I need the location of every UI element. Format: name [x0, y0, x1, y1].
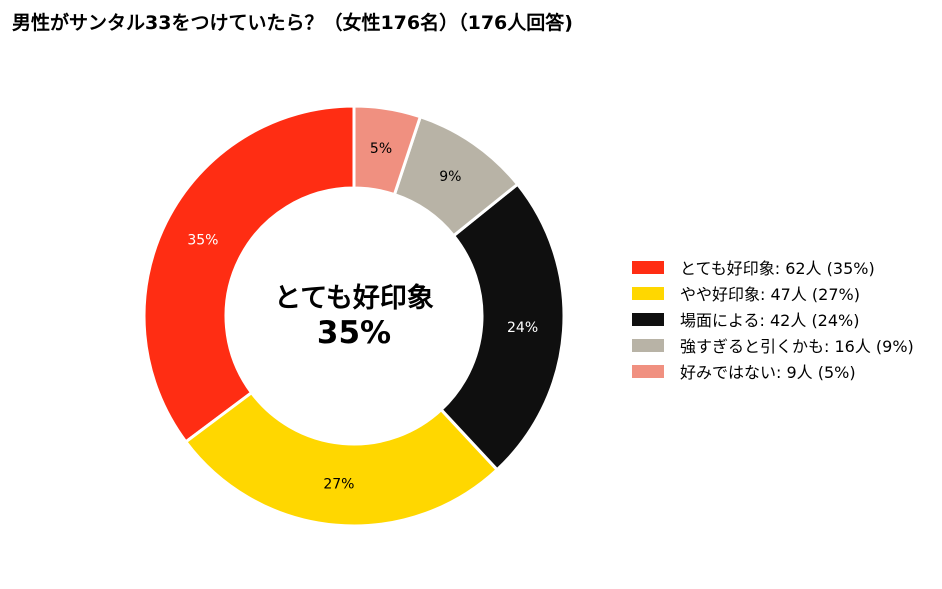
- legend-label: 場面による: 42人 (24%): [680, 311, 860, 330]
- donut-slice-0: [142, 104, 356, 444]
- legend-item-2: 場面による: 42人 (24%): [632, 306, 914, 332]
- slice-percent-label-0: 35%: [187, 232, 218, 248]
- donut-slice-4: [352, 104, 423, 197]
- legend-label: 好みではない: 9人 (5%): [680, 363, 856, 382]
- legend-item-4: 好みではない: 9人 (5%): [632, 358, 914, 384]
- legend-swatch: [632, 364, 664, 378]
- slice-percent-label-4: 5%: [370, 141, 392, 157]
- legend: とても好印象: 62人 (35%) やや好印象: 47人 (27%) 場面による: …: [632, 254, 914, 384]
- legend-item-1: やや好印象: 47人 (27%): [632, 280, 914, 306]
- legend-swatch: [632, 338, 664, 352]
- center-label: とても好印象 35%: [254, 282, 454, 350]
- legend-label: やや好印象: 47人 (27%): [680, 285, 860, 304]
- donut-slice-2: [439, 182, 566, 472]
- slice-percent-label-2: 24%: [507, 320, 538, 336]
- donut-slice-1: [183, 390, 500, 528]
- center-label-category: とても好印象: [274, 283, 434, 314]
- legend-label: とても好印象: 62人 (35%): [680, 259, 875, 278]
- chart-title: 男性がサンタル33をつけていたら？（女性176名）（176人回答): [12, 12, 573, 34]
- legend-label: 強すぎると引くかも: 16人 (9%): [680, 337, 914, 356]
- slice-percent-label-3: 9%: [439, 169, 461, 185]
- legend-swatch: [632, 260, 664, 274]
- center-label-percent: 35%: [316, 315, 392, 351]
- legend-item-0: とても好印象: 62人 (35%): [632, 254, 914, 280]
- legend-swatch: [632, 286, 664, 300]
- legend-item-3: 強すぎると引くかも: 16人 (9%): [632, 332, 914, 358]
- slice-percent-label-1: 27%: [323, 476, 354, 492]
- legend-swatch: [632, 312, 664, 326]
